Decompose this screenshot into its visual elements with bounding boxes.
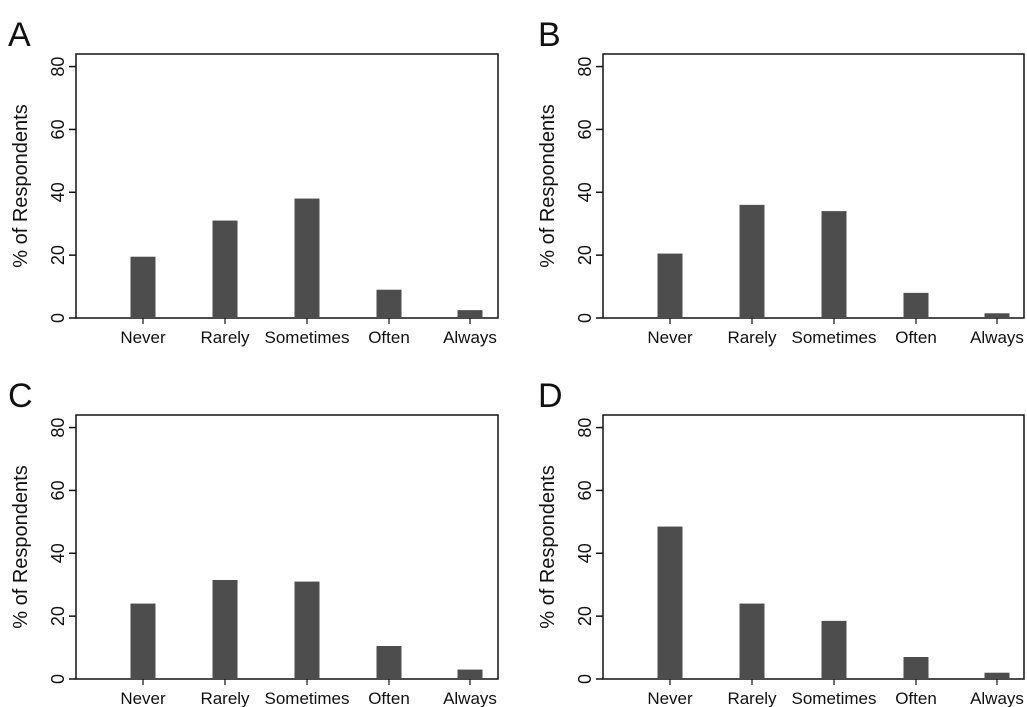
panel-d-bar-rarely xyxy=(739,603,765,679)
panel-d-y-tick-label: 20 xyxy=(575,606,595,626)
panel-b-y-tick-label: 80 xyxy=(575,57,595,77)
panel-c-y-tick-label: 20 xyxy=(48,606,68,626)
panel-c-y-tick-label: 80 xyxy=(48,418,68,438)
panel-d-plot-frame xyxy=(602,414,1025,680)
panel-c-bar-rarely xyxy=(212,580,238,679)
panel-c-y-axis-title: % of Respondents xyxy=(10,465,32,628)
panel-a-category-label: Never xyxy=(120,328,166,347)
panel-b-y-tick-label: 0 xyxy=(575,313,595,323)
panel-c-category-label: Often xyxy=(368,689,410,707)
panel-d-y-axis-title: % of Respondents xyxy=(537,465,559,628)
panel-a-category-label: Rarely xyxy=(200,328,250,347)
panel-b-y-axis-title: % of Respondents xyxy=(537,104,559,267)
panel-b-category-label: Always xyxy=(970,328,1024,347)
panel-d-bar-never xyxy=(657,526,683,679)
panel-c-label: C xyxy=(8,377,33,415)
panel-c-category-label: Always xyxy=(443,689,497,707)
panel-a-y-tick-label: 40 xyxy=(48,182,68,202)
panel-b-bar-always xyxy=(984,313,1010,318)
panel-a-category-label: Always xyxy=(443,328,497,347)
panel-a-y-tick-label: 60 xyxy=(48,119,68,139)
panel-c-bar-often xyxy=(376,646,402,679)
panel-c-bar-never xyxy=(130,603,156,679)
panel-b-plot-frame xyxy=(602,53,1025,319)
panel-c-plot-frame xyxy=(75,414,499,680)
panel-b-category-label: Sometimes xyxy=(791,328,876,347)
panel-b-y-tick-label: 40 xyxy=(575,182,595,202)
panel-a-label: A xyxy=(8,16,31,54)
panel-d-y-tick-label: 0 xyxy=(575,674,595,684)
panel-b-bar-sometimes xyxy=(821,211,847,318)
panel-a-y-tick-label: 20 xyxy=(48,245,68,265)
panel-a-bar-always xyxy=(457,310,483,318)
panel-d-category-label: Often xyxy=(895,689,937,707)
panel-d-bar-sometimes xyxy=(821,620,847,679)
panel-b-label: B xyxy=(538,16,561,54)
panel-d-category-label: Sometimes xyxy=(791,689,876,707)
panel-b-bar-often xyxy=(903,292,929,318)
panel-d-bar-always xyxy=(984,672,1010,679)
panel-b-bar-never xyxy=(657,253,683,318)
panel-c-category-label: Sometimes xyxy=(264,689,349,707)
panel-d-label: D xyxy=(538,377,563,415)
panel-a-plot-frame xyxy=(75,53,499,319)
panel-a-category-label: Sometimes xyxy=(264,328,349,347)
panel-a-bar-sometimes xyxy=(294,198,320,318)
panel-d-category-label: Always xyxy=(970,689,1024,707)
panel-b-category-label: Often xyxy=(895,328,937,347)
panel-c-category-label: Rarely xyxy=(200,689,250,707)
panel-a-category-label: Often xyxy=(368,328,410,347)
panel-b-bar-rarely xyxy=(739,204,765,318)
panel-c-bar-always xyxy=(457,669,483,679)
panel-a-bar-never xyxy=(130,256,156,318)
panel-b-y-tick-label: 20 xyxy=(575,245,595,265)
panel-c-y-tick-label: 60 xyxy=(48,480,68,500)
panel-d-y-tick-label: 60 xyxy=(575,480,595,500)
panel-b-y-tick-label: 60 xyxy=(575,119,595,139)
panel-a-y-tick-label: 0 xyxy=(48,313,68,323)
panel-d-category-label: Never xyxy=(647,689,693,707)
panel-b-category-label: Never xyxy=(647,328,693,347)
panel-c-y-tick-label: 40 xyxy=(48,543,68,563)
panel-c-category-label: Never xyxy=(120,689,166,707)
panel-a-bar-rarely xyxy=(212,220,238,318)
panel-a-bar-often xyxy=(376,289,402,318)
panel-c-bar-sometimes xyxy=(294,581,320,679)
panel-d-category-label: Rarely xyxy=(727,689,777,707)
panel-c-y-tick-label: 0 xyxy=(48,674,68,684)
panel-a-y-axis-title: % of Respondents xyxy=(10,104,32,267)
panel-d-y-tick-label: 40 xyxy=(575,543,595,563)
panel-b-category-label: Rarely xyxy=(727,328,777,347)
panel-a-y-tick-label: 80 xyxy=(48,57,68,77)
panel-d-bar-often xyxy=(903,657,929,679)
panel-d-y-tick-label: 80 xyxy=(575,418,595,438)
